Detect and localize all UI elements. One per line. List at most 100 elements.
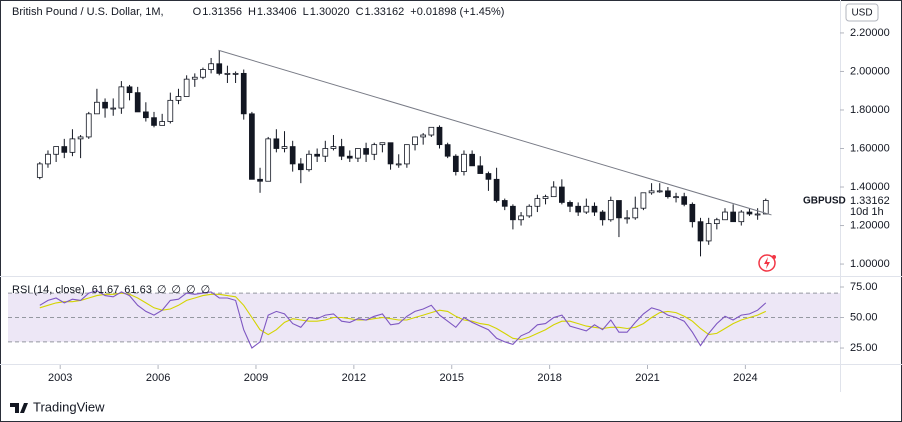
legend-text: 1.31356 (202, 6, 242, 18)
y-tick-label: 50.00 (850, 311, 878, 323)
candle-body (542, 196, 549, 199)
candle-body (591, 205, 598, 213)
legend-text: RSI (14, close) (12, 284, 85, 296)
candle-body (36, 163, 43, 178)
logo (10, 403, 28, 413)
candle-body (322, 148, 329, 157)
candle-body (412, 136, 418, 146)
candle-body (69, 138, 76, 153)
candle-body (355, 148, 361, 159)
candle-body (371, 144, 378, 155)
candle-body (526, 205, 533, 217)
candle-body (697, 221, 704, 242)
candle-body (330, 146, 337, 149)
candle-body (273, 138, 280, 149)
legend-text: C (356, 6, 364, 18)
branding: TradingView (33, 399, 105, 414)
candle-body (338, 146, 345, 157)
candle-body (681, 196, 688, 205)
candle-body (208, 63, 214, 70)
candle-body (436, 126, 443, 146)
y-tick-label: 2.20000 (850, 27, 890, 39)
candle-body (746, 211, 753, 215)
candle-body (754, 213, 761, 216)
candle-body (461, 153, 467, 173)
symbol-label: GBPUSD (803, 196, 846, 207)
candle-body (45, 153, 51, 165)
candle-body (420, 134, 427, 138)
candles (36, 49, 772, 257)
candle-body (469, 153, 475, 167)
candle-body (102, 101, 108, 109)
candle-body (705, 223, 712, 242)
legend-text: ∅ (186, 284, 196, 296)
x-tick-label: 2024 (733, 372, 757, 384)
candle-body (363, 148, 369, 155)
candle-body (183, 78, 190, 97)
candle-body (713, 219, 720, 225)
candle-body (673, 196, 679, 199)
candle-body (346, 155, 353, 159)
candle-body (232, 72, 239, 75)
candle-body (477, 165, 484, 174)
candle-body (559, 186, 565, 203)
y-tick-label: 75.00 (850, 281, 878, 293)
candle-body (632, 207, 639, 219)
candle-body (314, 153, 320, 157)
candle-body (640, 192, 647, 209)
candle-body (249, 113, 255, 180)
candle-body (143, 111, 149, 119)
legend-text: ∅ (201, 284, 211, 296)
candle-body (510, 205, 516, 221)
candle-body (648, 190, 655, 194)
candle-body (485, 173, 492, 180)
candle-body (762, 200, 769, 215)
last-price: 1.33162 (850, 195, 890, 207)
candle-body (200, 69, 206, 78)
legend-text: ∅ (171, 284, 181, 296)
legend-text: British Pound / U.S. Dollar, 1M, (12, 6, 164, 18)
candle-body (444, 144, 451, 157)
y-tick-label: 2.00000 (850, 65, 890, 77)
candle-body (85, 113, 92, 138)
x-tick-label: 2021 (635, 372, 659, 384)
candle-body (616, 200, 622, 219)
y-tick-label: 1.60000 (850, 142, 890, 154)
candle-body (722, 211, 728, 221)
candle-body (379, 142, 386, 146)
candle-body (501, 200, 508, 207)
candle-body (224, 72, 231, 75)
candle-body (599, 211, 606, 221)
legend-text: H (248, 6, 256, 18)
y-tick-label: 1.00000 (850, 258, 890, 270)
candle-body (452, 155, 459, 173)
countdown: 10d 1h (850, 206, 884, 218)
x-tick-label: 2015 (439, 372, 463, 384)
legend-text: +0.01898 (+1.45%) (410, 6, 504, 18)
candle-body (216, 63, 223, 74)
candle-body (126, 86, 133, 94)
candle-body (730, 211, 736, 223)
candle-body (61, 146, 68, 153)
legend-text: 61.63 (124, 284, 152, 296)
x-tick-label: 2009 (244, 372, 268, 384)
y-tick-label: 1.20000 (850, 219, 890, 231)
currency: USD (851, 8, 872, 19)
candle-body (281, 146, 288, 149)
candle-body (493, 178, 500, 201)
candle-body (53, 146, 59, 155)
candle-body (550, 186, 557, 198)
x-tick-label: 2006 (146, 372, 170, 384)
candle-body (306, 153, 312, 171)
x-tick-label: 2018 (537, 372, 561, 384)
candle-body (118, 86, 125, 109)
candle-body (387, 142, 394, 165)
candle-body (191, 76, 198, 80)
legend-text: ∅ (157, 284, 167, 296)
flash-icon (758, 254, 776, 272)
legend-text: O (193, 6, 202, 18)
legend-text: 61.67 (92, 284, 120, 296)
